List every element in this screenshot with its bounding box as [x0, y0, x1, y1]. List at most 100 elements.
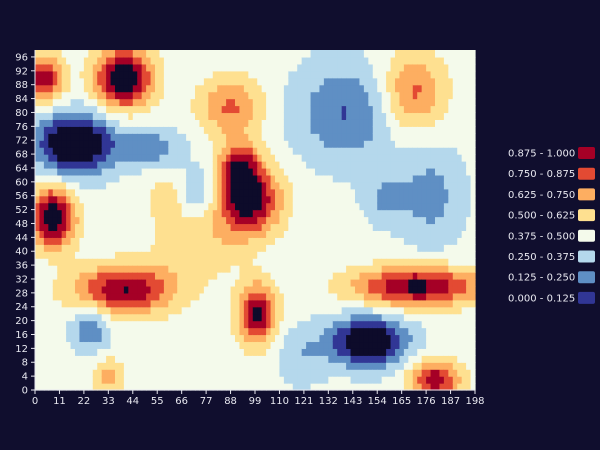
heatmap-cell	[190, 174, 196, 183]
heatmap-cell	[177, 327, 183, 336]
heatmap-cell	[350, 348, 356, 356]
heatmap-cell	[155, 195, 161, 204]
heatmap-cell	[337, 154, 343, 162]
heatmap-cell	[132, 265, 138, 273]
heatmap-cell	[359, 216, 365, 225]
heatmap-cell	[83, 105, 89, 114]
legend-swatch	[578, 188, 595, 201]
heatmap-cell	[159, 334, 165, 343]
heatmap-cell	[75, 167, 81, 176]
heatmap-cell	[275, 167, 281, 176]
heatmap-cell	[132, 202, 138, 211]
heatmap-cell	[430, 383, 436, 391]
heatmap-cell	[155, 306, 161, 315]
heatmap-cell	[408, 119, 414, 127]
heatmap-cell	[275, 306, 281, 315]
heatmap-cell	[408, 70, 414, 79]
heatmap-cell	[341, 133, 347, 141]
heatmap-cell	[452, 272, 458, 280]
heatmap-cell	[101, 285, 107, 294]
heatmap-cell	[399, 63, 405, 72]
heatmap-cell	[159, 133, 165, 141]
heatmap-cell	[372, 154, 378, 162]
heatmap-cell	[195, 174, 201, 183]
heatmap-cell	[403, 362, 409, 370]
heatmap-cell	[363, 126, 369, 134]
heatmap-cell	[452, 251, 458, 259]
heatmap-cell	[261, 202, 267, 211]
heatmap-cell	[92, 299, 98, 308]
heatmap-cell	[119, 362, 125, 370]
heatmap-cell	[239, 223, 245, 232]
heatmap-cell	[390, 50, 396, 58]
heatmap-cell	[203, 91, 209, 100]
heatmap-cell	[346, 251, 352, 259]
heatmap-cell	[319, 341, 325, 349]
heatmap-cell	[306, 84, 312, 93]
heatmap-cell	[443, 341, 449, 349]
heatmap-cell	[39, 84, 45, 93]
heatmap-cell	[221, 327, 227, 336]
heatmap-cell	[190, 230, 196, 238]
heatmap-cell	[261, 119, 267, 127]
heatmap-cell	[372, 327, 378, 336]
heatmap-cell	[257, 327, 263, 336]
heatmap-cell	[261, 126, 267, 134]
heatmap-cell	[239, 272, 245, 280]
heatmap-cell	[283, 258, 289, 266]
heatmap-cell	[43, 167, 49, 176]
heatmap-cell	[159, 77, 165, 86]
heatmap-cell	[412, 56, 418, 65]
heatmap-cell	[106, 383, 112, 391]
heatmap-cell	[381, 320, 387, 329]
heatmap-cell	[297, 334, 303, 343]
heatmap-cell	[43, 209, 49, 218]
heatmap-cell	[279, 181, 285, 190]
heatmap-cell	[239, 320, 245, 329]
heatmap-cell	[110, 105, 116, 114]
heatmap-cell	[292, 105, 298, 114]
heatmap-cell	[106, 369, 112, 377]
heatmap-cell	[430, 105, 436, 114]
heatmap-cell	[283, 223, 289, 232]
heatmap-cell	[66, 167, 72, 176]
heatmap-cell	[381, 147, 387, 155]
heatmap-cell	[470, 251, 476, 259]
heatmap-cell	[328, 56, 334, 65]
heatmap-cell	[239, 77, 245, 86]
heatmap-cell	[301, 237, 307, 245]
heatmap-cell	[177, 258, 183, 266]
heatmap-cell	[226, 147, 232, 155]
heatmap-cell	[66, 77, 72, 86]
heatmap-cell	[328, 244, 334, 252]
heatmap-cell	[137, 167, 143, 176]
heatmap-cell	[115, 299, 121, 308]
heatmap-cell	[346, 237, 352, 245]
heatmap-cell	[221, 216, 227, 225]
heatmap-cell	[346, 188, 352, 197]
heatmap-cell	[386, 209, 392, 218]
heatmap-cell	[319, 313, 325, 322]
heatmap-cell	[355, 265, 361, 273]
heatmap-cell	[270, 188, 276, 197]
heatmap-cell	[230, 320, 236, 329]
heatmap-cell	[412, 181, 418, 190]
heatmap-cell	[395, 133, 401, 141]
heatmap-cell	[283, 174, 289, 183]
heatmap-cell	[101, 63, 107, 72]
heatmap-cell	[181, 216, 187, 225]
heatmap-cell	[35, 98, 41, 107]
heatmap-cell	[301, 265, 307, 273]
heatmap-cell	[332, 292, 338, 301]
heatmap-cell	[159, 251, 165, 259]
heatmap-cell	[350, 56, 356, 65]
heatmap-cell	[323, 91, 329, 100]
heatmap-cell	[355, 383, 361, 391]
heatmap-cell	[257, 369, 263, 377]
heatmap-cell	[377, 223, 383, 232]
heatmap-cell	[48, 167, 54, 176]
heatmap-cell	[319, 84, 325, 93]
heatmap-cell	[359, 369, 365, 377]
heatmap-cell	[288, 341, 294, 349]
heatmap-cell	[430, 112, 436, 120]
